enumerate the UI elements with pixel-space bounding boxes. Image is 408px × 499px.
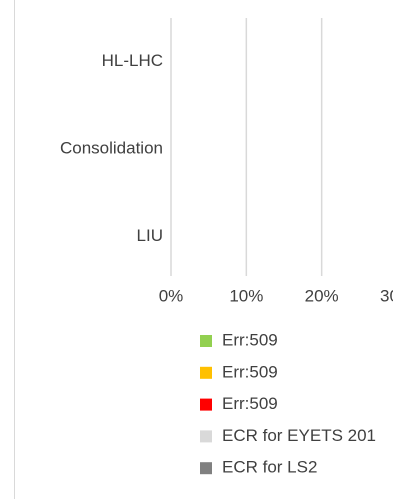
x-tick-label: 10% <box>229 286 263 305</box>
x-tick-label: 20% <box>305 286 339 305</box>
x-tick-label: 0% <box>159 286 184 305</box>
y-tick-label: LIU <box>137 226 163 245</box>
legend-swatch <box>200 335 212 347</box>
legend-swatch <box>200 398 212 411</box>
y-tick-label: Consolidation <box>60 138 163 157</box>
x-tick-label: 30% <box>380 286 393 305</box>
y-tick-label: HL-LHC <box>102 51 163 70</box>
legend-label: Err:509 <box>222 362 278 381</box>
legend-label: Err:509 <box>222 394 278 413</box>
legend-label: ECR for EYETS 201 <box>222 426 376 445</box>
chart-area: 0% 10% 20% 30% HL-LHC Consolidation LIU Err:509… <box>14 0 393 499</box>
legend-label: ECR for LS2 <box>222 458 317 477</box>
legend-label: Err:509 <box>222 330 278 349</box>
legend-swatch <box>200 366 212 379</box>
legend-swatch <box>200 430 212 443</box>
legend-swatch <box>200 462 212 475</box>
chart: 0% 10% 20% 30% HL-LHC Consolidation LIU Err:509… <box>14 0 393 499</box>
